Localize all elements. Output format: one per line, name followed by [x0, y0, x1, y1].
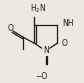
Text: O: O — [7, 24, 13, 33]
Text: −O: −O — [35, 72, 47, 81]
Text: N: N — [43, 46, 49, 55]
Text: NH: NH — [62, 19, 74, 28]
Text: O: O — [62, 39, 68, 48]
Text: H$_2$N: H$_2$N — [30, 2, 46, 15]
